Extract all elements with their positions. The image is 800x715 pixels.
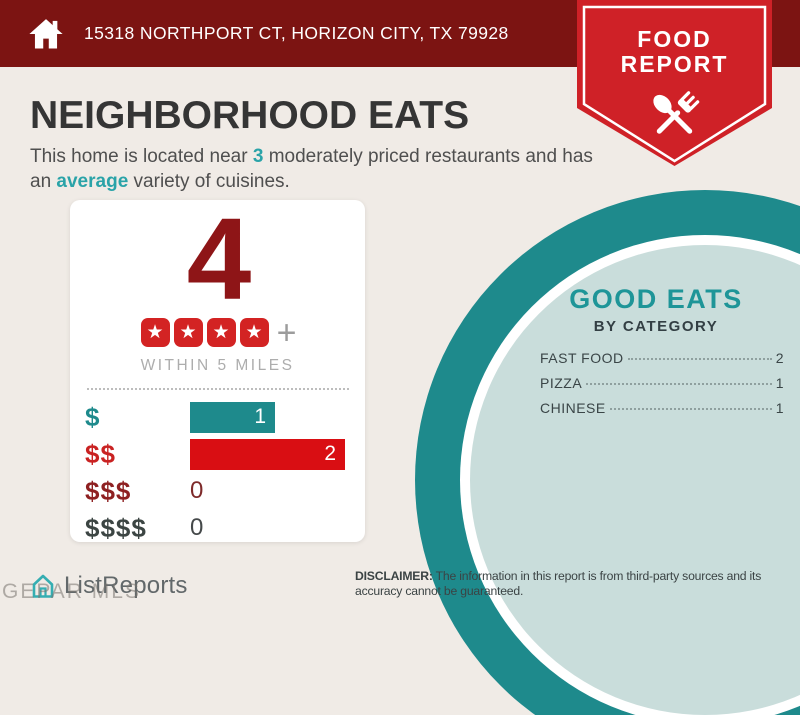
good-eats-list: FAST FOOD 2 PIZZA 1 CHINESE 1: [540, 350, 784, 416]
price-row: $$ 2: [85, 438, 350, 470]
page-title: NEIGHBORHOOD EATS: [30, 94, 470, 137]
list-item: FAST FOOD 2: [540, 350, 784, 366]
list-item: CHINESE 1: [540, 400, 784, 416]
price-label: $$$$: [85, 512, 147, 543]
zero-value: 0: [190, 477, 204, 505]
dotted-leader: [609, 408, 772, 410]
ribbon-shape: [577, 0, 772, 166]
dotted-leader: [627, 358, 772, 360]
ribbon-line2: REPORT: [621, 51, 729, 77]
listreports-house-icon: [32, 574, 54, 598]
star-rating: ★ ★ ★ ★ +: [70, 316, 365, 350]
listreports-logo: ListReports: [28, 571, 188, 601]
price-label: $$: [85, 438, 116, 469]
property-address: 15318 NORTHPORT CT, HORIZON CITY, TX 799…: [84, 23, 509, 43]
page-subtitle: This home is located near 3 moderately p…: [30, 144, 605, 194]
star-icon: ★: [206, 318, 236, 348]
zero-value: 0: [190, 514, 204, 542]
food-report-ribbon: FOOD REPORT: [577, 0, 772, 172]
dotted-divider: [86, 387, 349, 390]
bar-value: 2: [324, 442, 336, 466]
variety-highlight: average: [56, 171, 129, 193]
bar-one-dollar: 1: [190, 401, 275, 433]
dotted-leader: [586, 383, 772, 385]
price-level-chart: $ 1 $$ 2 $$$ 0 $$$$ 0: [70, 390, 365, 544]
subtitle-text: This home is located near: [30, 146, 253, 167]
category-count: 2: [775, 350, 784, 366]
subtitle-text: variety of cuisines.: [128, 171, 290, 193]
good-eats-title: GOOD EATS: [569, 284, 743, 314]
ribbon-line1: FOOD: [637, 26, 711, 52]
mls-watermark: GEPAR MLS: [2, 580, 141, 603]
bar-value: 1: [254, 405, 266, 429]
category-label: CHINESE: [540, 400, 606, 416]
radius-caption: WITHIN 5 MILES: [140, 356, 295, 374]
disclaimer-label: DISCLAIMER:: [355, 569, 433, 583]
good-eats-panel: GOOD EATS BY CATEGORY FAST FOOD 2 PIZZA …: [518, 284, 794, 425]
brand-name: ListReports: [64, 572, 188, 599]
subtitle-text: moderately priced restaurants and has an: [30, 146, 593, 193]
category-count: 1: [775, 375, 784, 391]
plus-icon: +: [276, 313, 297, 352]
price-row: $$$ 0: [85, 476, 350, 507]
good-eats-subtitle: BY CATEGORY: [593, 318, 719, 335]
star-icon: ★: [140, 318, 170, 348]
price-row: $ 1: [85, 401, 350, 433]
ribbon-inner-border: [582, 5, 767, 163]
star-icon: ★: [239, 318, 269, 348]
disclaimer-text: The information in this report is from t…: [355, 569, 762, 599]
list-item: PIZZA 1: [540, 375, 784, 391]
category-count: 1: [775, 400, 784, 416]
bar-two-dollar: 2: [190, 438, 345, 470]
restaurant-count-highlight: 3: [252, 146, 264, 167]
disclaimer: DISCLAIMER: The information in this repo…: [355, 569, 800, 600]
price-label: $$$: [85, 475, 132, 506]
restaurant-count: 4: [186, 194, 252, 324]
spoon-fork-icon: [653, 91, 700, 134]
category-label: PIZZA: [540, 375, 583, 391]
price-label: $: [85, 401, 101, 432]
restaurant-summary-card: 4 ★ ★ ★ ★ + WITHIN 5 MILES $ 1 $$ 2 $$$ …: [70, 194, 365, 544]
price-row: $$$$ 0: [85, 513, 350, 544]
home-icon: [29, 18, 63, 49]
category-label: FAST FOOD: [540, 350, 624, 366]
star-icon: ★: [173, 318, 203, 348]
